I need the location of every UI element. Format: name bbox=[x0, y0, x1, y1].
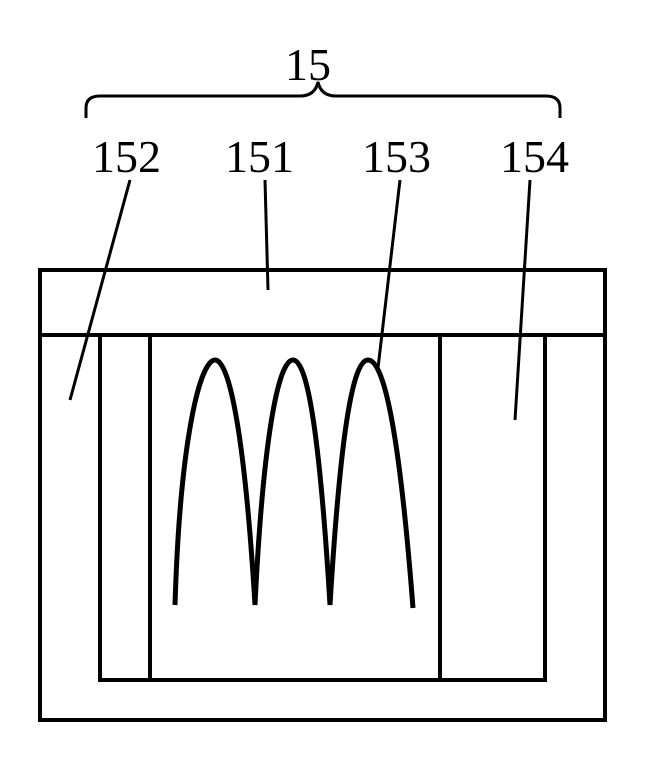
spring bbox=[175, 360, 413, 608]
diagram-svg bbox=[0, 0, 657, 768]
leader-line-151 bbox=[265, 180, 268, 290]
leader-line-153 bbox=[378, 180, 400, 368]
label-153: 153 bbox=[362, 130, 431, 183]
label-151: 151 bbox=[225, 130, 294, 183]
label-152: 152 bbox=[92, 130, 161, 183]
label-main: 15 bbox=[285, 38, 331, 91]
technical-diagram: 15 152 151 153 154 bbox=[0, 0, 657, 768]
leader-line-154 bbox=[515, 180, 530, 420]
label-154: 154 bbox=[500, 130, 569, 183]
